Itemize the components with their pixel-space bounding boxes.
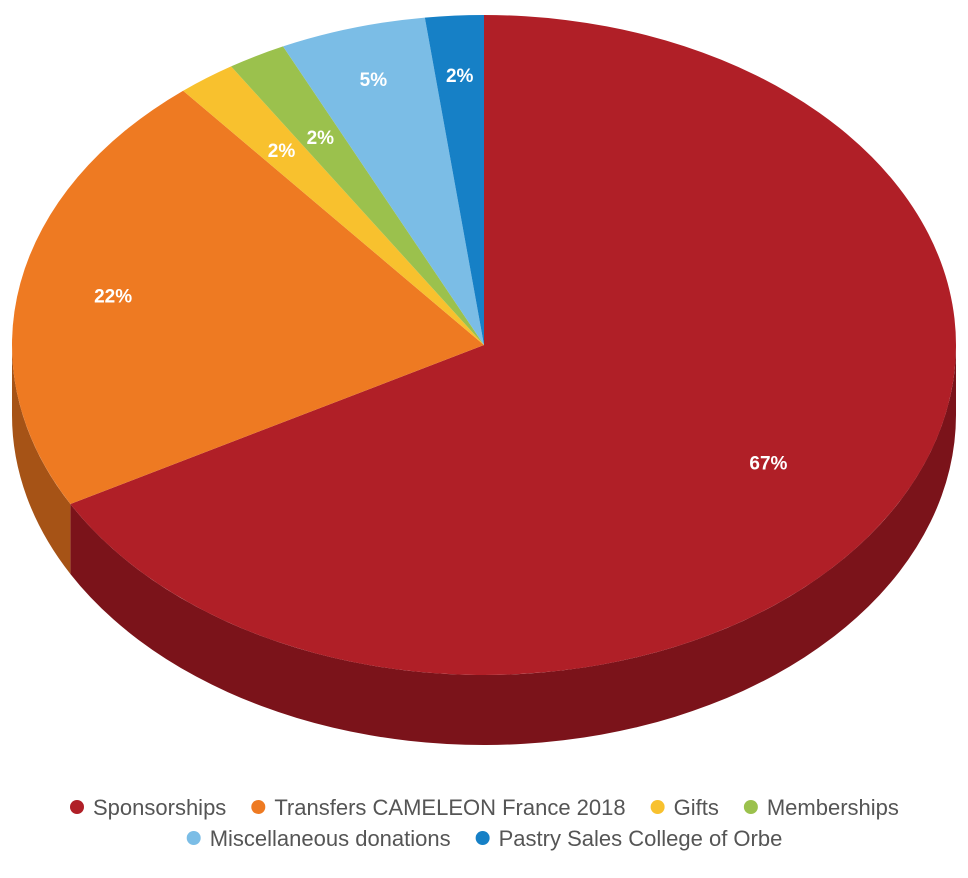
legend-marker-memberships [743, 800, 758, 814]
pie-slice-memberships [231, 46, 484, 345]
legend-row: Sponsorships Transfers CAMELEON France 20… [70, 795, 899, 820]
legend-item-sponsorships: Sponsorships [70, 795, 226, 820]
legend-item-pastry-sales-college-of-orbe: Pastry Sales College of Orbe [475, 826, 783, 851]
pie-side-transfers-cameleon-france-2018 [12, 345, 71, 574]
slice-label-memberships: 2% [307, 128, 335, 149]
legend-label-memberships: Memberships [767, 795, 899, 820]
legend-marker-pastry-sales-college-of-orbe [475, 831, 490, 845]
pie-slices-layer [12, 15, 957, 675]
legend-marker-gifts [650, 800, 665, 814]
legend-label-miscellaneous-donations: Miscellaneous donations [210, 826, 451, 851]
legend-label-sponsorships: Sponsorships [93, 795, 226, 820]
legend-label-gifts: Gifts [674, 795, 719, 820]
legend: Sponsorships Transfers CAMELEON France 20… [70, 795, 899, 851]
legend-label-pastry-sales-college-of-orbe: Pastry Sales College of Orbe [499, 826, 783, 851]
legend-item-transfers-cameleon-france-2018: Transfers CAMELEON France 2018 [251, 795, 626, 820]
pie-slice-gifts [183, 66, 485, 345]
legend-item-gifts: Gifts [650, 795, 719, 820]
pie-labels-layer: 67% 22% 2% 2% 5% 2% [94, 66, 787, 475]
legend-marker-sponsorships [70, 800, 84, 814]
legend-row: Miscellaneous donations Pastry Sales Coll… [186, 826, 783, 851]
slice-label-sponsorships: 67% [749, 454, 787, 475]
legend-marker-miscellaneous-donations [186, 831, 201, 845]
slice-label-transfers-cameleon-france-2018: 22% [94, 287, 132, 308]
pie-slice-transfers-cameleon-france-2018 [12, 90, 484, 504]
legend-item-miscellaneous-donations: Miscellaneous donations [186, 826, 451, 851]
pie-depth-layer [12, 345, 957, 745]
pie-slice-miscellaneous-donations [283, 17, 484, 346]
legend-label-transfers-cameleon-france-2018: Transfers CAMELEON France 2018 [274, 795, 625, 820]
slice-label-miscellaneous-donations: 5% [360, 70, 388, 91]
pie-side-sponsorships [70, 345, 957, 745]
slice-label-pastry-sales-college-of-orbe: 2% [446, 66, 474, 87]
legend-marker-transfers-cameleon-france-2018 [251, 800, 266, 814]
pie-slice-pastry-sales-college-of-orbe [424, 15, 484, 345]
slice-label-gifts: 2% [268, 141, 296, 162]
pie-slice-sponsorships [70, 15, 957, 675]
legend-item-memberships: Memberships [743, 795, 899, 820]
